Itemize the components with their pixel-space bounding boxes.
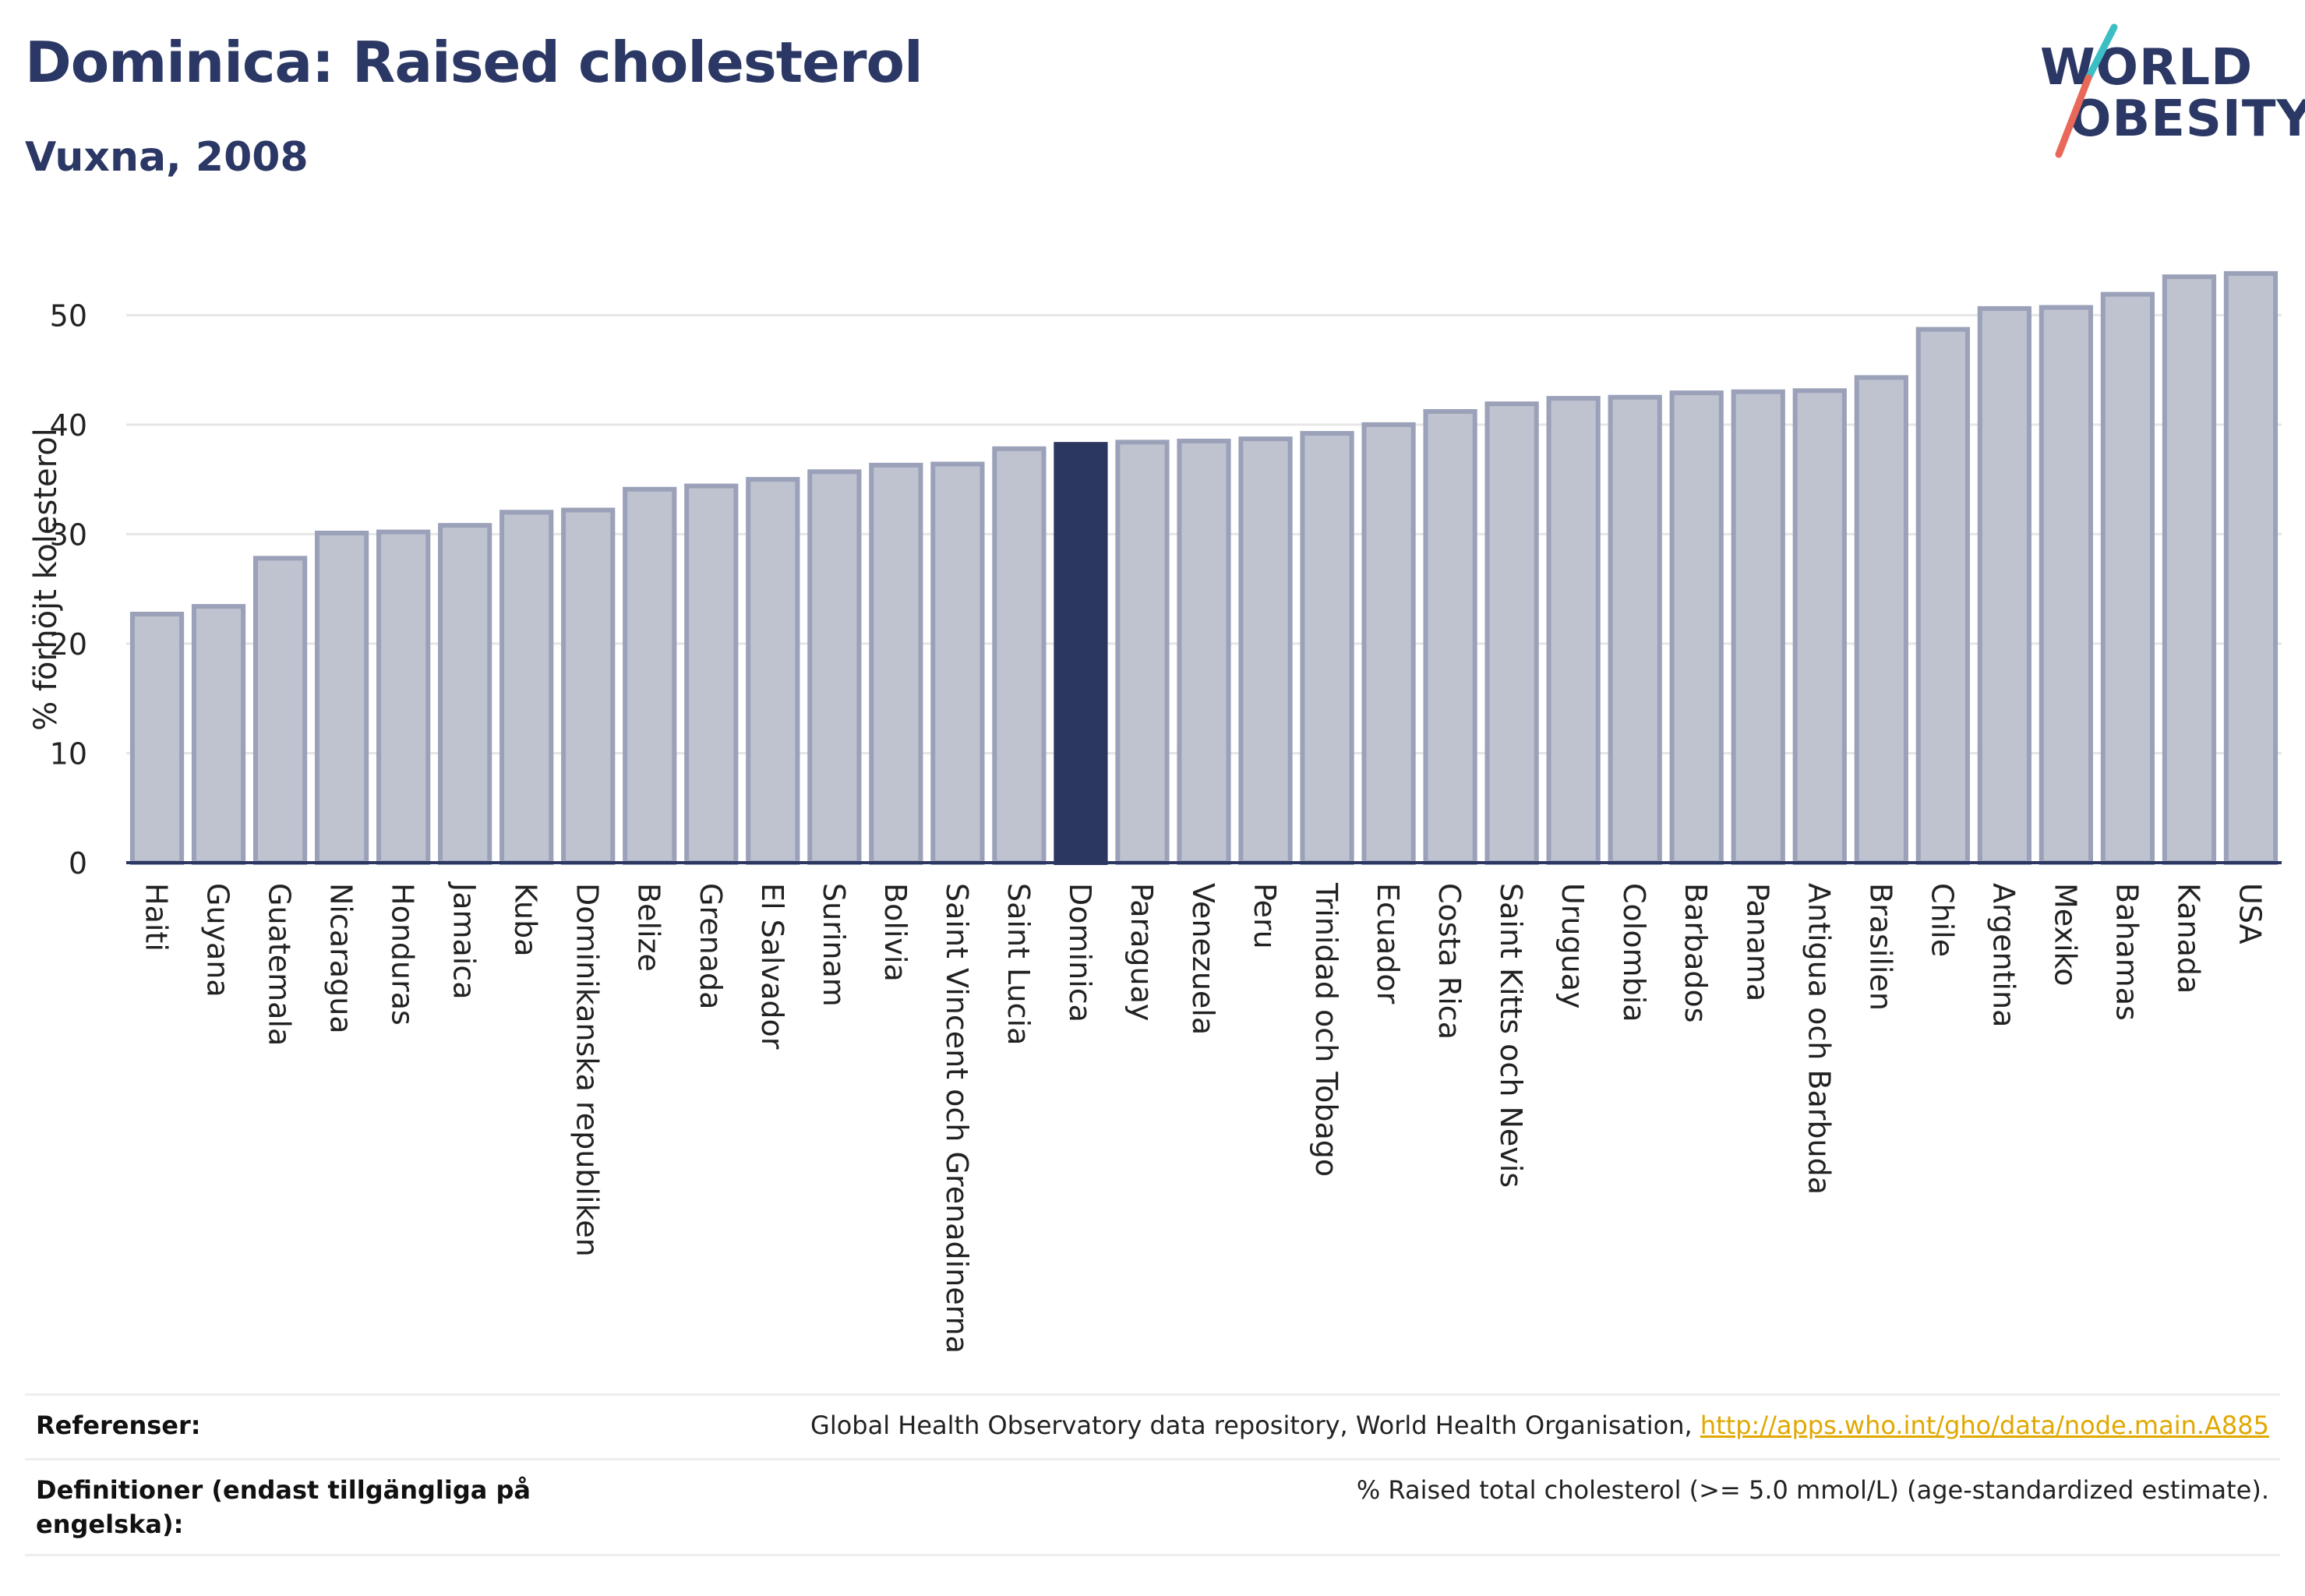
y-tick-label: 0 (69, 846, 87, 881)
bar (314, 530, 369, 865)
x-tick-label: Uruguay (1555, 883, 1590, 1009)
references-text: Global Health Observatory data repositor… (810, 1411, 1700, 1440)
bar (1854, 375, 1908, 866)
x-tick-label: Colombia (1617, 883, 1651, 1022)
references-label: Referenser: (36, 1411, 201, 1440)
x-tick-label: Mexiko (2048, 883, 2082, 986)
bar (1608, 394, 1662, 865)
bar (869, 462, 923, 865)
page-title: Dominica: Raised cholesterol (25, 30, 923, 95)
bar (930, 461, 985, 865)
x-tick-label: Kuba (509, 883, 543, 957)
bar (1177, 438, 1231, 865)
x-tick-label: Surinam (817, 883, 851, 1007)
bar (1238, 436, 1293, 865)
x-tick-label: Venezuela (1186, 883, 1220, 1035)
logo-slash-icon (2055, 23, 2118, 158)
bar (1054, 442, 1108, 865)
bar (807, 469, 862, 865)
references-row: Referenser: Global Health Observatory da… (25, 1393, 2280, 1458)
references-link[interactable]: http://apps.who.int/gho/data/node.main.A… (1700, 1411, 2269, 1440)
bar (1731, 389, 1785, 866)
y-tick-label: 50 (50, 298, 87, 333)
x-tick-label: Saint Lucia (1001, 883, 1036, 1045)
x-tick-label: Costa Rica (1432, 883, 1467, 1040)
x-tick-label: Guyana (201, 883, 235, 998)
y-tick-label: 40 (50, 408, 87, 443)
definitions-row: Definitioner (endast tillgängliga på eng… (25, 1458, 2280, 1556)
x-tick-label: Honduras (386, 883, 420, 1026)
bar (1792, 388, 1847, 865)
x-tick-label: Ecuador (1371, 883, 1405, 1005)
bar (191, 604, 246, 865)
x-tick-label: Saint Kitts och Nevis (1494, 883, 1528, 1188)
bar (1915, 327, 1970, 865)
references-table: Referenser: Global Health Observatory da… (25, 1393, 2280, 1556)
x-tick-label: Haiti (139, 883, 174, 952)
bar (1423, 408, 1477, 865)
y-tick-label: 10 (50, 736, 87, 771)
y-tick-label: 20 (50, 627, 87, 662)
x-tick-label: Peru (1248, 883, 1282, 949)
x-tick-label: Paraguay (1124, 883, 1159, 1021)
bar (746, 477, 800, 865)
x-tick-label: Antigua och Barbuda (1802, 883, 1836, 1195)
x-tick-label: Jamaica (447, 881, 482, 1000)
bar (499, 510, 554, 865)
x-tick-label: Panama (1740, 883, 1774, 1001)
bar (561, 507, 616, 865)
bar (684, 483, 739, 865)
bar (1669, 390, 1724, 865)
x-tick-label: Dominica (1063, 883, 1097, 1022)
x-tick-label: Dominikanska republiken (570, 883, 605, 1257)
x-tick-label: Guatemala (263, 883, 297, 1046)
bar (1546, 396, 1601, 865)
x-tick-label: Barbados (1678, 883, 1713, 1023)
definitions-value: % Raised total cholesterol (>= 5.0 mmol/… (1356, 1475, 2269, 1505)
x-tick-label: USA (2233, 883, 2267, 945)
bar (438, 523, 492, 866)
x-tick-label: Kanada (2171, 883, 2205, 994)
bar (1361, 422, 1416, 865)
world-obesity-logo: WORLD OBESITY (2026, 23, 2305, 164)
bar-chart: 0 10 20 30 40 50 % förhöjt kolesterol Haiti Guya… (28, 270, 2282, 1354)
y-tick-label: 30 (50, 517, 87, 552)
bar (1115, 440, 1170, 865)
x-tick-label: Nicaragua (324, 883, 358, 1034)
x-tick-label: Brasilien (1863, 883, 1897, 1011)
bar (992, 446, 1047, 865)
bar (1300, 431, 1354, 865)
x-tick-label: El Salvador (755, 883, 789, 1050)
x-tick-label: Argentina (1986, 883, 2021, 1027)
bar (623, 486, 677, 865)
x-tick-label: Trinidad och Tobago (1309, 882, 1343, 1177)
x-tick-label: Saint Vincent och Grenadinerna (940, 883, 974, 1354)
page-subtitle: Vuxna, 2008 (25, 134, 309, 181)
bar (376, 529, 431, 865)
logo-text-line1: WORLD (2040, 39, 2254, 97)
bar (1484, 401, 1539, 865)
bar (1977, 305, 2031, 865)
x-tick-label: Bolivia (878, 883, 912, 982)
x-tick-label: Chile (1925, 883, 1959, 957)
x-tick-label: Grenada (694, 883, 728, 1009)
bar (2223, 270, 2279, 865)
references-value: Global Health Observatory data repositor… (810, 1408, 2269, 1442)
bar (129, 611, 185, 866)
x-tick-label: Belize (632, 883, 666, 972)
bar (2162, 274, 2217, 866)
bar (2038, 305, 2094, 865)
bar (2100, 291, 2155, 865)
bar (252, 556, 308, 866)
definitions-label: Definitioner (endast tillgängliga på eng… (36, 1475, 531, 1539)
logo-text-line2: OBESITY (2069, 90, 2305, 148)
x-tick-label: Bahamas (2109, 883, 2144, 1021)
y-axis-title: % förhöjt kolesterol (28, 428, 64, 731)
